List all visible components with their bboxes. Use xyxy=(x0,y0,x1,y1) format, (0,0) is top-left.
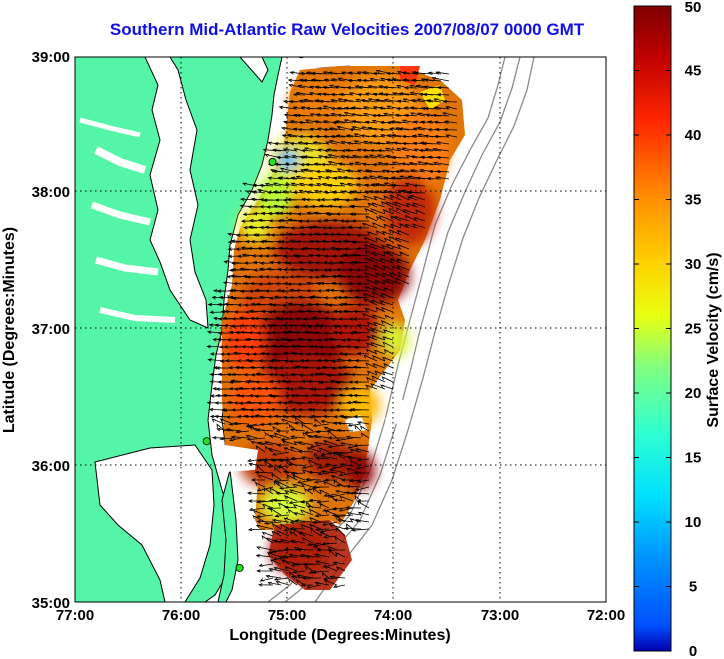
y-tick-label: 38:00 xyxy=(32,184,70,201)
y-axis-label: Latitude (Degrees:Minutes) xyxy=(1,227,18,433)
x-tick-label: 73:00 xyxy=(481,607,519,624)
plot-frame xyxy=(74,56,607,603)
y-tick-label: 39:00 xyxy=(32,49,70,66)
colorbar-scale xyxy=(633,5,672,652)
map-title: Southern Mid-Atlantic Raw Velocities 200… xyxy=(109,20,585,39)
x-tick-label: 76:00 xyxy=(162,607,200,624)
colorbar-label: Surface Velocity (cm/s) xyxy=(705,252,722,427)
colorbar-tick-label: 5 xyxy=(689,579,697,596)
colorbar-tick-label: 45 xyxy=(685,63,702,80)
x-axis: 77:00 76:00 75:00 74:00 73:00 72:00 Long… xyxy=(56,607,625,644)
colorbar-tick-label: 15 xyxy=(685,450,702,467)
radar-site-marker xyxy=(268,157,277,166)
velocity-vectors xyxy=(206,69,458,589)
colorbar-tick-label: 10 xyxy=(685,514,702,531)
x-tick-label: 77:00 xyxy=(56,607,94,624)
y-tick-label: 36:00 xyxy=(32,458,70,475)
radar-site-marker xyxy=(202,437,211,446)
x-tick-label: 74:00 xyxy=(374,607,412,624)
x-axis-label: Longitude (Degrees:Minutes) xyxy=(229,627,450,644)
colorbar-tick-label: 0 xyxy=(689,643,697,659)
y-tick-label: 35:00 xyxy=(32,595,70,612)
y-tick-label: 37:00 xyxy=(32,321,70,338)
x-tick-label: 72:00 xyxy=(587,607,625,624)
grid-lines xyxy=(75,57,606,602)
x-tick-label: 75:00 xyxy=(268,607,306,624)
colorbar-tick-label: 20 xyxy=(685,385,702,402)
colorbar-tick-label: 35 xyxy=(685,192,702,209)
colorbar-tick-label: 40 xyxy=(685,127,702,144)
coastline-land xyxy=(75,57,283,602)
radar-site-marker xyxy=(235,563,244,572)
colorbar-tick-label: 30 xyxy=(685,256,702,273)
colorbar-tick-label: 25 xyxy=(685,321,702,338)
map-area xyxy=(75,57,606,602)
y-axis: 39:00 38:00 37:00 36:00 35:00 Latitude (… xyxy=(1,49,70,612)
colorbar-tick-label: 50 xyxy=(685,0,702,16)
